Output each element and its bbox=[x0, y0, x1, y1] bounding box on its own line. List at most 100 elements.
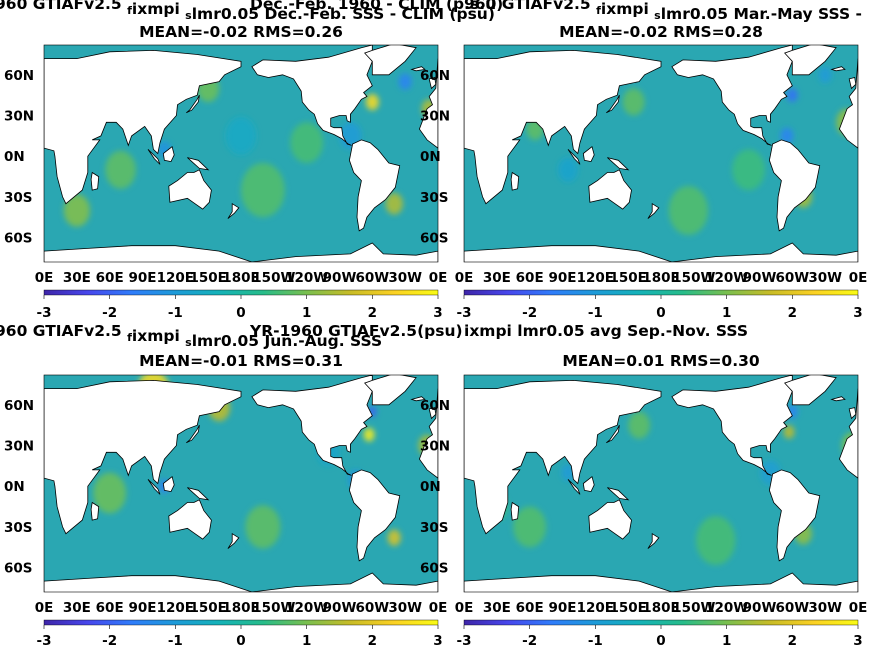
x-tick-label: 150E bbox=[609, 600, 646, 616]
x-tick-label: 120E bbox=[577, 600, 614, 616]
anomaly-cell bbox=[628, 411, 651, 439]
x-tick-label: 0E bbox=[429, 270, 448, 286]
panel-title: 960 GTIAFv2.5 fixmpi slmr0.05 Dec.-Feb. … bbox=[0, 0, 495, 23]
panel-title-overlap: Dec.-Feb. 1960 - CLIM (p.s.u) bbox=[250, 0, 503, 13]
land-mass bbox=[848, 77, 857, 90]
land-mass bbox=[428, 77, 437, 90]
land-mass bbox=[363, 375, 417, 406]
x-tick-label: 30W bbox=[808, 600, 842, 616]
y-tick-label: 60S bbox=[420, 231, 449, 247]
y-tick-label: 0N bbox=[4, 479, 25, 495]
land-mass bbox=[647, 202, 660, 219]
y-tick-label: 30N bbox=[420, 439, 450, 455]
land-layer bbox=[44, 375, 438, 592]
x-tick-label: 90E bbox=[548, 600, 576, 616]
y-tick-label: 60S bbox=[420, 561, 449, 577]
land-mass bbox=[186, 425, 200, 444]
map-frame bbox=[463, 44, 859, 263]
x-tick-label: 150W bbox=[672, 270, 715, 286]
y-tick-label: 30S bbox=[4, 520, 33, 536]
anomaly-cell bbox=[513, 506, 547, 548]
x-tick-label: 180E bbox=[222, 600, 259, 616]
x-tick-label: 180E bbox=[642, 270, 679, 286]
land-mass bbox=[830, 66, 846, 72]
land-mass bbox=[410, 396, 426, 402]
x-tick-label: 90W bbox=[743, 600, 777, 616]
x-tick-label: 0E bbox=[849, 600, 868, 616]
colorbar-tick-label: -2 bbox=[102, 633, 117, 649]
anomaly-cell bbox=[783, 425, 795, 439]
panel-2: 960 GTIAFv2.5 fixmpi slmr0.05 Mar.-May S… bbox=[420, 0, 867, 321]
land-mass bbox=[588, 499, 632, 540]
anomaly-cell bbox=[398, 73, 412, 90]
land-mass bbox=[418, 58, 438, 149]
land-mass bbox=[783, 375, 837, 406]
panel-1: 960 GTIAFv2.5 fixmpi slmr0.05 Dec.-Feb. … bbox=[0, 0, 503, 321]
land-mass bbox=[187, 157, 210, 171]
land-mass bbox=[162, 146, 175, 163]
colorbar-tick-label: -2 bbox=[102, 305, 117, 321]
land-mass bbox=[838, 388, 858, 479]
anomaly-cell bbox=[780, 127, 794, 145]
panel-stats: MEAN=-0.02 RMS=0.28 bbox=[559, 23, 763, 41]
y-tick-label: 30S bbox=[420, 520, 449, 536]
land-mass bbox=[606, 95, 620, 114]
panel-stats: MEAN=-0.01 RMS=0.31 bbox=[139, 352, 343, 370]
anomaly-cell bbox=[363, 427, 375, 442]
x-tick-label: 0E bbox=[35, 600, 54, 616]
land-mass bbox=[768, 469, 821, 562]
x-tick-label: 150E bbox=[189, 270, 226, 286]
x-tick-label: 60E bbox=[516, 600, 544, 616]
land-mass bbox=[348, 139, 401, 232]
x-tick-label: 90W bbox=[323, 270, 357, 286]
land-mass bbox=[147, 149, 161, 165]
anomaly-cell bbox=[385, 192, 403, 215]
x-tick-label: 60E bbox=[96, 600, 124, 616]
anomaly-cell bbox=[105, 150, 136, 189]
colorbar-tick-label: -1 bbox=[588, 633, 603, 649]
x-tick-label: 30E bbox=[483, 600, 511, 616]
colorbar-tick-label: -2 bbox=[522, 305, 537, 321]
panel-title: ixmpi lmr0.05 avg Sep.-Nov. SSS bbox=[464, 322, 748, 340]
y-tick-label: 0N bbox=[420, 149, 441, 165]
x-tick-label: 60E bbox=[516, 270, 544, 286]
colorbar bbox=[43, 619, 439, 626]
land-mass bbox=[607, 487, 630, 501]
x-tick-label: 30E bbox=[483, 270, 511, 286]
colorbar-tick-label: -2 bbox=[522, 633, 537, 649]
land-mass bbox=[363, 45, 417, 76]
x-tick-label: 60W bbox=[775, 270, 809, 286]
x-tick-label: 0E bbox=[429, 600, 448, 616]
x-tick-label: 150E bbox=[189, 600, 226, 616]
colorbar-tick-label: -3 bbox=[37, 305, 52, 321]
colorbar-tick-label: -1 bbox=[168, 633, 183, 649]
x-tick-label: 0E bbox=[455, 600, 474, 616]
land-mass bbox=[227, 202, 240, 219]
colorbar-tick-label: -1 bbox=[168, 305, 183, 321]
land-mass bbox=[186, 95, 200, 114]
colorbar-tick-label: 3 bbox=[433, 305, 442, 321]
y-tick-label: 60N bbox=[4, 398, 34, 414]
land-mass bbox=[90, 501, 100, 521]
anomaly-cell bbox=[668, 186, 709, 235]
x-tick-label: 90E bbox=[548, 270, 576, 286]
land-mass bbox=[671, 375, 793, 476]
land-mass bbox=[162, 476, 175, 493]
x-tick-label: 120E bbox=[577, 270, 614, 286]
colorbar bbox=[43, 289, 439, 296]
anomaly-layer bbox=[63, 73, 437, 227]
anomaly-cell bbox=[245, 505, 281, 549]
x-tick-label: 60W bbox=[355, 270, 389, 286]
colorbar-tick-label: -3 bbox=[457, 305, 472, 321]
y-tick-label: 30S bbox=[420, 190, 449, 206]
colorbar-tick-label: 3 bbox=[853, 305, 862, 321]
land-mass bbox=[567, 149, 581, 165]
x-tick-label: 150E bbox=[609, 270, 646, 286]
x-tick-label: 150W bbox=[252, 600, 295, 616]
x-tick-label: 30W bbox=[808, 270, 842, 286]
x-tick-label: 0E bbox=[455, 270, 474, 286]
x-tick-label: 120W bbox=[705, 270, 748, 286]
land-mass bbox=[582, 146, 595, 163]
colorbar-tick-label: -3 bbox=[457, 633, 472, 649]
land-mass bbox=[510, 171, 520, 191]
